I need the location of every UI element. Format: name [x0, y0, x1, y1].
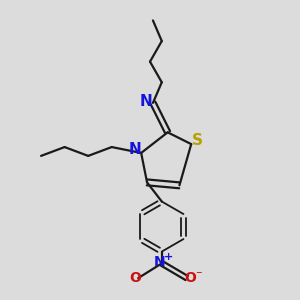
Text: ⁻: ⁻ — [195, 268, 202, 282]
Text: S: S — [192, 133, 203, 148]
Text: O: O — [129, 271, 141, 285]
Text: +: + — [164, 253, 173, 262]
Text: O: O — [184, 271, 196, 285]
Text: N: N — [140, 94, 153, 109]
Text: N: N — [128, 142, 141, 158]
Text: N: N — [154, 255, 165, 269]
